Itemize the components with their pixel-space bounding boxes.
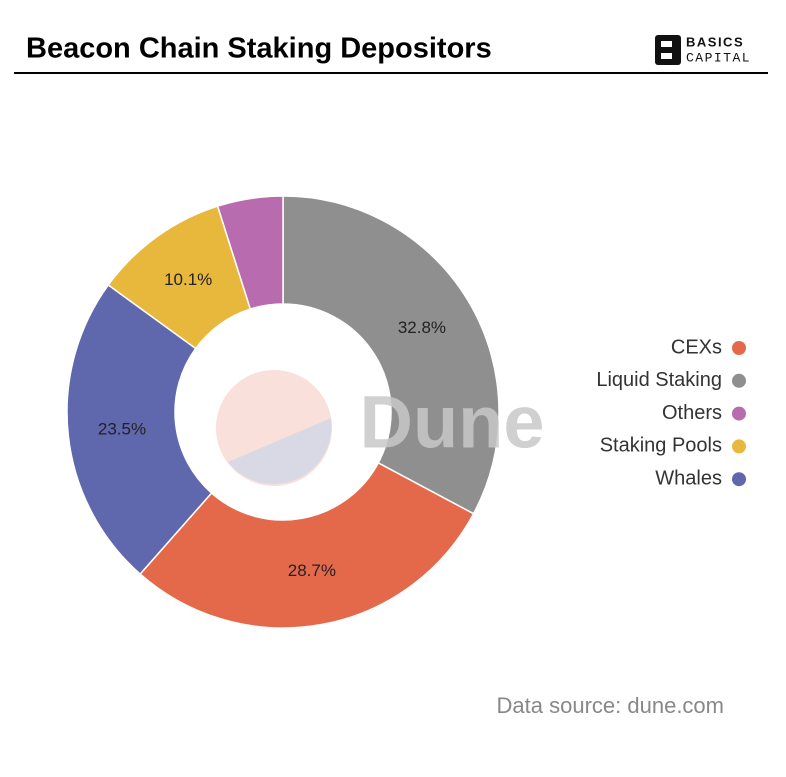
legend-swatch <box>732 439 746 454</box>
donut-slice <box>282 195 500 515</box>
legend-label: CEXs <box>671 336 722 358</box>
legend-swatch <box>732 472 746 487</box>
logo-text: CAPITAL <box>686 50 751 65</box>
value-label: 28.7% <box>288 561 336 580</box>
donut-slice <box>139 461 475 629</box>
legend-swatch <box>732 341 746 355</box>
value-labels: 28.7% 32.8% 10.1% 23.5% <box>98 270 446 580</box>
value-label: 10.1% <box>164 270 212 289</box>
watermark: Dune <box>360 381 545 464</box>
value-label: 32.8% <box>398 318 446 337</box>
chart-title: Beacon Chain Staking Depositors <box>26 33 492 65</box>
source-note: Data source: dune.com <box>497 693 724 718</box>
legend-label: Liquid Staking <box>596 369 722 391</box>
donut <box>66 195 500 629</box>
legend-label: Others <box>662 402 722 424</box>
logo-text: BASICS <box>686 34 744 49</box>
brand-logo: BASICS CAPITAL <box>655 34 751 65</box>
legend-swatch <box>732 373 746 388</box>
legend: CEXs Liquid Staking Others Staking Pools Wha… <box>596 336 746 489</box>
inner-decoration <box>228 418 332 485</box>
value-label: 23.5% <box>98 419 146 438</box>
logo-icon-cut <box>661 53 672 59</box>
legend-label: Staking Pools <box>600 435 722 457</box>
legend-label: Whales <box>655 467 722 489</box>
donut-slice <box>66 283 213 576</box>
logo-icon-cut <box>661 41 672 47</box>
legend-swatch <box>732 406 746 421</box>
logo-icon <box>655 35 681 65</box>
